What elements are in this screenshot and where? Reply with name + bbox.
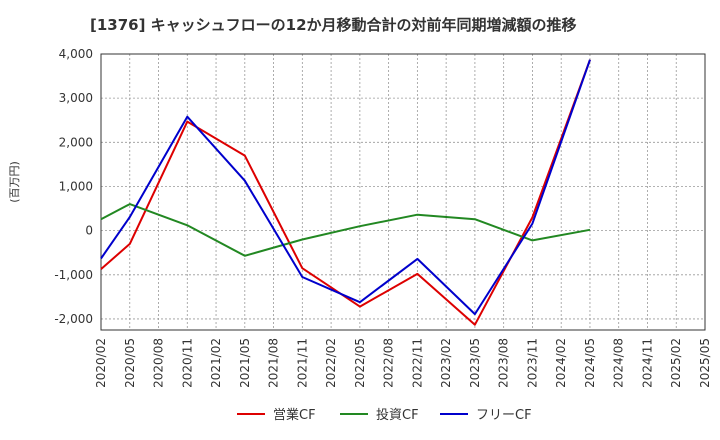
x-tick-label: 2024/05 [583, 338, 597, 388]
legend-label: フリーCF [476, 408, 532, 423]
x-tick-label: 2023/11 [525, 338, 539, 388]
y-axis-label: (百万円) [8, 161, 21, 203]
x-tick-label: 2024/11 [640, 338, 654, 388]
x-tick-label: 2020/02 [94, 338, 108, 388]
y-tick-label: 1,000 [59, 179, 93, 193]
x-tick-label: 2021/11 [295, 338, 309, 388]
y-tick-label: -2,000 [54, 312, 93, 326]
y-tick-label: 0 [85, 224, 93, 238]
x-tick-label: 2023/02 [439, 338, 453, 388]
x-tick-label: 2023/08 [497, 338, 511, 388]
chart-title: [1376] キャッシュフローの12か月移動合計の対前年同期増減額の推移 [90, 16, 577, 34]
x-tick-label: 2022/05 [353, 338, 367, 388]
y-tick-label: -1,000 [54, 268, 93, 282]
x-tick-label: 2020/08 [152, 338, 166, 388]
plot-frame [100, 53, 706, 331]
y-tick-label: 2,000 [59, 135, 93, 149]
x-tick-label: 2020/11 [180, 338, 194, 388]
plot-area [101, 54, 705, 330]
legend-label: 営業CF [273, 407, 316, 423]
series-line [100, 59, 591, 326]
x-tick-label: 2023/05 [468, 338, 482, 388]
x-tick-label: 2024/02 [554, 338, 568, 388]
x-tick-label: 2022/11 [410, 338, 424, 388]
legend-label: 投資CF [376, 407, 419, 423]
x-tick-label: 2024/08 [612, 338, 626, 388]
x-tick-label: 2021/05 [238, 338, 252, 388]
x-tick-label: 2025/02 [669, 338, 683, 388]
y-tick-label: 4,000 [59, 47, 93, 61]
series-line [100, 59, 591, 316]
x-tick-label: 2025/05 [698, 338, 712, 388]
series-line [100, 203, 591, 257]
x-tick-label: 2022/02 [324, 338, 338, 388]
x-tick-label: 2020/05 [123, 338, 137, 388]
y-tick-label: 3,000 [59, 91, 93, 105]
x-tick-label: 2021/02 [209, 338, 223, 388]
x-tick-label: 2022/08 [382, 338, 396, 388]
x-tick-label: 2021/08 [267, 338, 281, 388]
